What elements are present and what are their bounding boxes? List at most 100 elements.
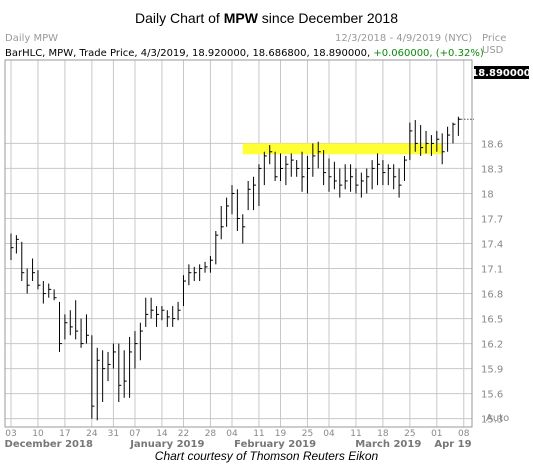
x-tick-label: 18 — [377, 429, 389, 439]
x-tick-label: 03 — [5, 429, 16, 439]
price-bar — [188, 264, 192, 286]
price-bar — [150, 297, 154, 319]
price-bar — [236, 189, 240, 231]
price-bar — [377, 153, 381, 186]
last-price-tag: 18.890000 — [471, 66, 531, 79]
price-bar — [285, 155, 289, 186]
price-bar — [317, 141, 321, 169]
price-bar — [441, 133, 445, 165]
y-tick-label: 17.4 — [481, 240, 503, 251]
x-tick-label: 01 — [431, 429, 442, 439]
price-bar — [177, 301, 181, 321]
x-tick-label: 11 — [253, 429, 264, 439]
price-bar — [425, 130, 429, 154]
x-tick-label: 28 — [205, 429, 217, 439]
price-bar — [107, 351, 111, 382]
price-bar — [123, 350, 127, 398]
last-price-value: 18.890000 — [471, 68, 531, 79]
price-bar — [32, 258, 36, 282]
ticker-symbol: MPW — [223, 10, 258, 26]
price-bar — [344, 164, 348, 190]
price-bar — [382, 160, 386, 186]
price-bar — [231, 185, 235, 215]
price-bar — [312, 143, 316, 177]
price-bar — [85, 314, 89, 344]
price-bar — [414, 120, 418, 152]
chart-caption: Chart courtesy of Thomson Reuters Eikon — [154, 449, 379, 463]
chart-grid — [5, 60, 472, 427]
price-bar — [436, 130, 440, 152]
price-bar — [220, 205, 224, 240]
price-bar — [204, 261, 208, 273]
price-bar — [91, 335, 95, 419]
price-bar — [360, 172, 364, 198]
price-bar — [10, 233, 14, 261]
price-bar — [145, 297, 149, 327]
price-bar — [80, 318, 84, 348]
date-range-label: 12/3/2018 - 4/9/2019 (NYC) — [335, 33, 473, 44]
price-bar — [398, 168, 402, 198]
x-tick-label: 04 — [226, 429, 238, 439]
x-axis: 03 10 17 24 31 07 14 22 28 04 11 19 25 04 11 18 25 01 08 De… — [5, 429, 472, 450]
y-tick-label: 15.6 — [481, 390, 503, 401]
price-bar — [215, 230, 219, 265]
x-tick-label: 22 — [178, 429, 189, 439]
price-bar — [209, 256, 213, 273]
price-bar — [393, 164, 397, 190]
month-label: December 2018 — [5, 439, 93, 450]
price-bar — [48, 283, 52, 298]
price-bar — [193, 266, 197, 282]
x-tick-label: 10 — [32, 429, 44, 439]
price-change: +0.060000, (+0.32%) — [373, 48, 484, 59]
y-tick-label: 16.2 — [481, 340, 503, 351]
x-tick-label: 25 — [302, 429, 313, 439]
plot-frame — [4, 59, 473, 428]
price-bar — [15, 235, 19, 254]
info-bar: BarHLC, MPW, Trade Price, 4/3/2019, 18.9… — [5, 48, 484, 59]
price-bar — [447, 126, 451, 152]
price-bar — [339, 168, 343, 198]
price-bar — [387, 164, 391, 186]
price-bar — [226, 197, 230, 227]
price-bar — [172, 306, 176, 327]
y-tick-label: 18.3 — [481, 164, 503, 175]
price-bar — [290, 153, 294, 177]
chart-title: Daily Chart of MPW since December 2018 — [135, 10, 398, 26]
price-axis-label: Price — [482, 33, 507, 44]
price-bar — [366, 168, 370, 194]
price-bar — [328, 158, 332, 192]
auto-scale-label[interactable]: Auto — [486, 413, 509, 424]
price-bar — [21, 241, 25, 282]
resistance-highlight-band — [242, 143, 443, 155]
currency-axis-label: USD — [482, 45, 504, 56]
x-tick-label: 19 — [275, 429, 287, 439]
price-bar — [371, 160, 375, 190]
price-bar — [258, 164, 262, 206]
y-tick-label: 17.1 — [481, 265, 503, 276]
price-bar — [253, 176, 257, 211]
price-bar — [452, 122, 456, 144]
price-bar — [96, 347, 100, 421]
price-bar — [355, 168, 359, 194]
price-bar — [403, 155, 407, 181]
price-bar — [26, 268, 30, 294]
price-bar — [350, 164, 354, 192]
price-bar — [306, 155, 310, 194]
price-bar — [102, 350, 106, 402]
price-bar — [263, 151, 267, 186]
price-bar — [64, 314, 68, 340]
price-bar — [161, 306, 165, 321]
x-tick-label: 14 — [156, 429, 168, 439]
y-tick-label: 16.8 — [481, 290, 503, 301]
price-bar — [59, 301, 63, 352]
month-label: March 2019 — [355, 439, 421, 450]
price-bar — [139, 322, 143, 361]
price-bar — [69, 310, 73, 336]
price-bar — [156, 306, 160, 327]
price-bar — [53, 289, 57, 301]
price-bars — [10, 116, 474, 421]
price-bar — [112, 343, 116, 369]
price-bar — [323, 150, 327, 186]
y-tick-label: 18.6 — [481, 139, 503, 150]
